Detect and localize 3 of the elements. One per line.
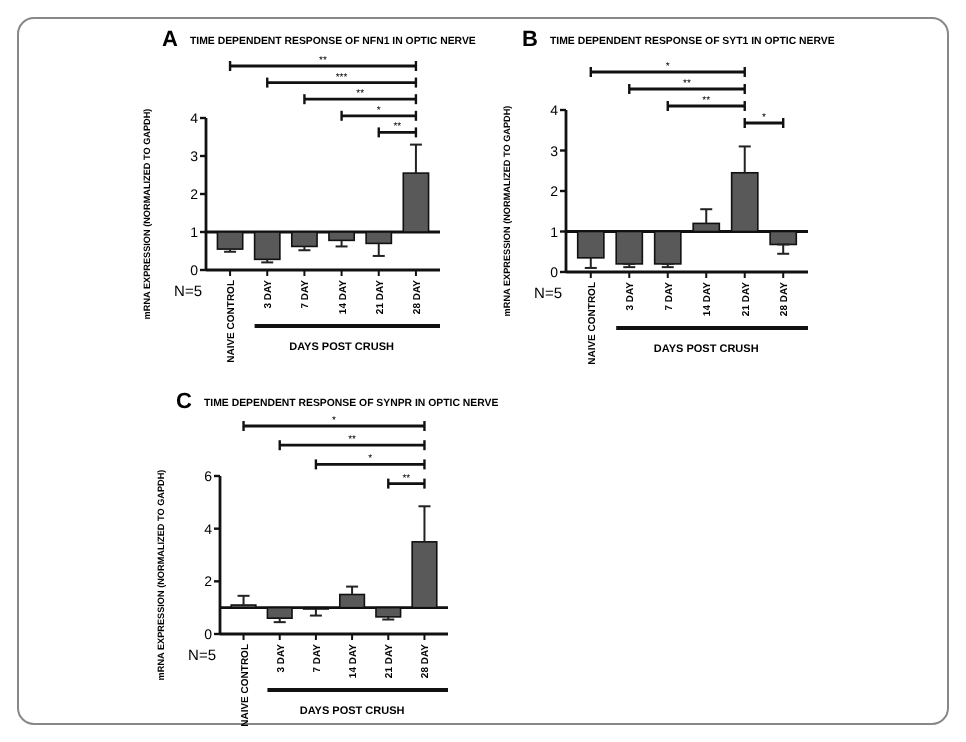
- text: A: [162, 28, 178, 52]
- text: B: [522, 28, 538, 52]
- text: C: [176, 390, 192, 414]
